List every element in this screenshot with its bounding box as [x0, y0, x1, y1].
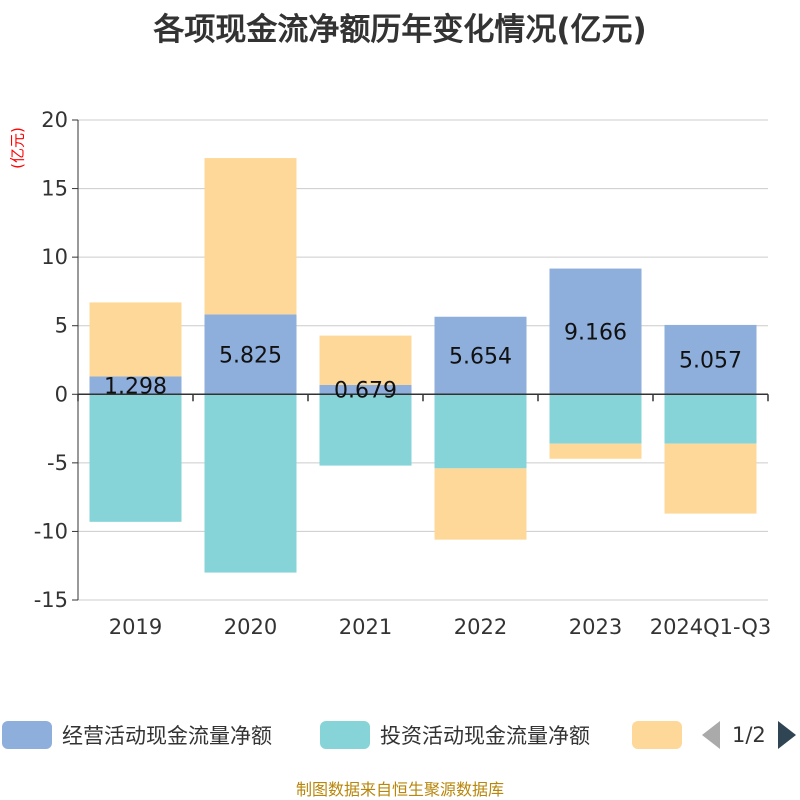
legend-swatch-operating	[2, 721, 52, 749]
prev-page-icon[interactable]	[702, 721, 720, 749]
chart-title: 各项现金流净额历年变化情况(亿元)	[153, 12, 647, 48]
legend-item-investing[interactable]: 投资活动现金流量净额	[320, 720, 590, 750]
bar-financing	[89, 302, 182, 377]
x-tick-label: 2022	[454, 615, 507, 639]
legend-label-operating: 经营活动现金流量净额	[62, 724, 272, 748]
bar-investing	[664, 394, 757, 444]
data-label: 9.166	[564, 320, 627, 345]
data-label: 0.679	[334, 379, 397, 404]
data-label: 5.825	[219, 343, 282, 368]
next-page-icon[interactable]	[777, 721, 796, 749]
y-tick-label: 10	[41, 245, 68, 269]
y-tick-label: 20	[41, 108, 68, 132]
y-tick-label: 15	[41, 177, 68, 201]
bar-investing	[204, 394, 297, 573]
bar-investing	[319, 394, 412, 466]
x-tick-label: 2023	[569, 615, 622, 639]
chart-svg: -15 -10 -5 0 5 10 15 20 1.298 5.825 0.679 5.654 9.16…	[34, 108, 772, 639]
bar-financing	[204, 158, 297, 315]
bar-operating	[89, 376, 182, 395]
x-tick-label: 2019	[109, 615, 162, 639]
y-tick-label: -15	[34, 588, 68, 612]
legend-page-indicator: 1/2	[732, 723, 766, 747]
legend-swatch-investing	[320, 721, 370, 749]
bar-financing	[434, 468, 527, 540]
data-label: 1.298	[104, 374, 167, 399]
legend-label-investing: 投资活动现金流量净额	[380, 724, 590, 748]
y-tick-label: 5	[55, 314, 68, 338]
bar-investing	[549, 394, 642, 444]
x-tick-label: 2021	[339, 615, 392, 639]
bar-investing	[89, 394, 182, 522]
bar-operating	[319, 384, 412, 395]
legend-item-operating[interactable]: 经营活动现金流量净额	[2, 720, 272, 750]
bar-financing	[549, 443, 642, 459]
legend-item-financing[interactable]	[632, 720, 682, 750]
legend-pager: 1/2	[702, 720, 796, 750]
bar-financing	[664, 443, 757, 514]
y-tick-label: -5	[47, 451, 68, 475]
y-tick-label: 0	[55, 382, 68, 406]
bar-financing	[319, 335, 412, 385]
y-tick-label: -10	[34, 519, 68, 543]
bar-operating	[549, 268, 642, 395]
bar-operating	[434, 316, 527, 395]
bar-operating	[664, 324, 757, 395]
bar-operating	[204, 314, 297, 395]
legend: 经营活动现金流量净额 投资活动现金流量净额 1/2	[0, 716, 800, 752]
x-tick-label: 2024Q1-Q3	[650, 615, 772, 639]
data-source-note: 制图数据来自恒生聚源数据库	[295, 780, 504, 799]
data-label: 5.654	[449, 345, 512, 370]
x-tick-label: 2020	[224, 615, 277, 639]
data-label: 5.057	[679, 349, 742, 374]
legend-swatch-financing	[632, 721, 682, 749]
bar-investing	[434, 394, 527, 469]
